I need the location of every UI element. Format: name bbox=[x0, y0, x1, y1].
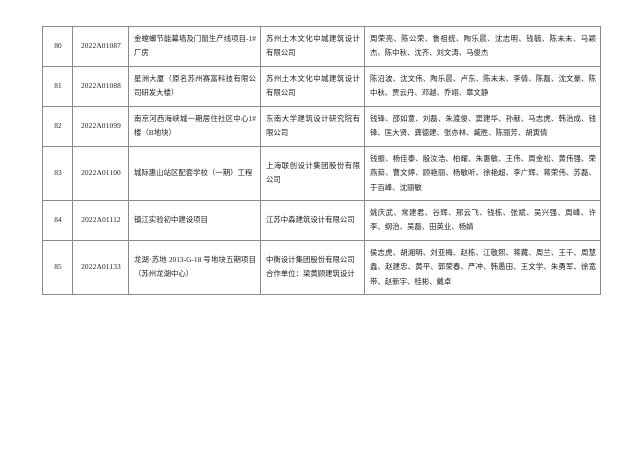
row-project-name: 南京河西海峡城一期居住社区中心1#楼（B地块） bbox=[128, 105, 261, 147]
row-project-name: 金螳螂节能幕墙及门窗生产线项目-1#厂房 bbox=[128, 26, 261, 67]
row-design-firm: 中衡设计集团股份有限公司 合作单位：梁黄顾建筑设计 bbox=[260, 239, 365, 296]
row-project-code: 2022A01087 bbox=[72, 26, 129, 67]
design-firm-cooperating-unit: 合作单位：梁黄顾建筑设计 bbox=[266, 269, 355, 279]
row-design-firm: 东南大学建筑设计研究院有限公司 bbox=[260, 105, 365, 147]
design-firm-primary: 中衡设计集团股份有限公司 bbox=[266, 255, 355, 265]
table-row: 82 2022A01099 南京河西海峡城一期居住社区中心1#楼（B地块） 东南… bbox=[42, 105, 601, 147]
table-row: 81 2022A01088 星洲大厦（原名苏州赛富科技有限公司研发大楼） 苏州土… bbox=[42, 65, 601, 107]
row-design-personnel: 陈沿波、沈文伟、陶乐晨、卢东、陈未未、李倩、陈磊、沈文豪、陈中秋、贾云丹、邓越、… bbox=[364, 65, 601, 107]
table-row: 83 2022A01100 城际惠山站区配套学校（一期）工程 上海联创设计集团股… bbox=[42, 145, 601, 201]
table-row: 80 2022A01087 金螳螂节能幕墙及门窗生产线项目-1#厂房 苏州土木文… bbox=[42, 26, 601, 67]
row-project-code: 2022A01100 bbox=[72, 145, 129, 201]
row-project-code: 2022A01099 bbox=[72, 105, 129, 147]
table-container: 80 2022A01087 金螳螂节能幕墙及门窗生产线项目-1#厂房 苏州土木文… bbox=[42, 26, 601, 296]
row-project-name: 镇江实验初中建设项目 bbox=[128, 199, 261, 241]
row-project-name: 城际惠山站区配套学校（一期）工程 bbox=[128, 145, 261, 201]
row-design-firm: 上海联创设计集团股份有限公司 bbox=[260, 145, 365, 201]
table-row: 85 2022A01133 龙湖·苏地 2013-G-18 号地块五期项目（苏州… bbox=[42, 239, 601, 296]
row-design-personnel: 姚庆武、常建君、谷辉、邢云飞、钱栋、张斌、吴兴强、周峰、许李、纲治、吴磊、田英业… bbox=[364, 199, 601, 241]
row-sequence-number: 80 bbox=[42, 26, 73, 67]
row-design-firm: 苏州土木文化中城建筑设计有限公司 bbox=[260, 65, 365, 107]
row-project-code: 2022A01088 bbox=[72, 65, 129, 107]
table-row: 84 2022A01112 镇江实验初中建设项目 江苏中森建筑设计有限公司 姚庆… bbox=[42, 199, 601, 241]
row-sequence-number: 85 bbox=[42, 239, 73, 296]
row-project-name: 星洲大厦（原名苏州赛富科技有限公司研发大楼） bbox=[128, 65, 261, 107]
row-design-personnel: 周荣亮、陈公荣、鲁祖统、陶乐晨、沈志明、钱毓、陈未未、马颖杰、陈中秋、沈齐、刘文… bbox=[364, 26, 601, 67]
row-sequence-number: 82 bbox=[42, 105, 73, 147]
row-sequence-number: 84 bbox=[42, 199, 73, 241]
row-design-personnel: 钱振、杨佳泰、殷汝浩、柏耀、朱惠敏、王伟、周金松、黄伟强、荣燕茹、曹文婷、顾艳丽… bbox=[364, 145, 601, 201]
row-design-personnel: 侯志虎、胡湘明、刘亚梅、赵栋、江敬熙、蒋藏、周兰、王千、周慧鑫、赵建忠、黄平、郭… bbox=[364, 239, 601, 296]
row-project-code: 2022A01133 bbox=[72, 239, 129, 296]
row-design-firm: 苏州土木文化中城建筑设计有限公司 bbox=[260, 26, 365, 67]
table-body: 80 2022A01087 金螳螂节能幕墙及门窗生产线项目-1#厂房 苏州土木文… bbox=[42, 26, 601, 296]
row-design-firm: 江苏中森建筑设计有限公司 bbox=[260, 199, 365, 241]
row-sequence-number: 83 bbox=[42, 145, 73, 201]
row-project-name: 龙湖·苏地 2013-G-18 号地块五期项目（苏州龙湖中心） bbox=[128, 239, 261, 296]
row-sequence-number: 81 bbox=[42, 65, 73, 107]
row-project-code: 2022A01112 bbox=[72, 199, 129, 241]
row-design-personnel: 钱锋、邵如意、刘磊、朱渡俊、窦建华、孙献、马志虎、韩治成、钱锋、匡大贤、龚德建、… bbox=[364, 105, 601, 147]
project-registry-table: 80 2022A01087 金螳螂节能幕墙及门窗生产线项目-1#厂房 苏州土木文… bbox=[42, 26, 601, 296]
